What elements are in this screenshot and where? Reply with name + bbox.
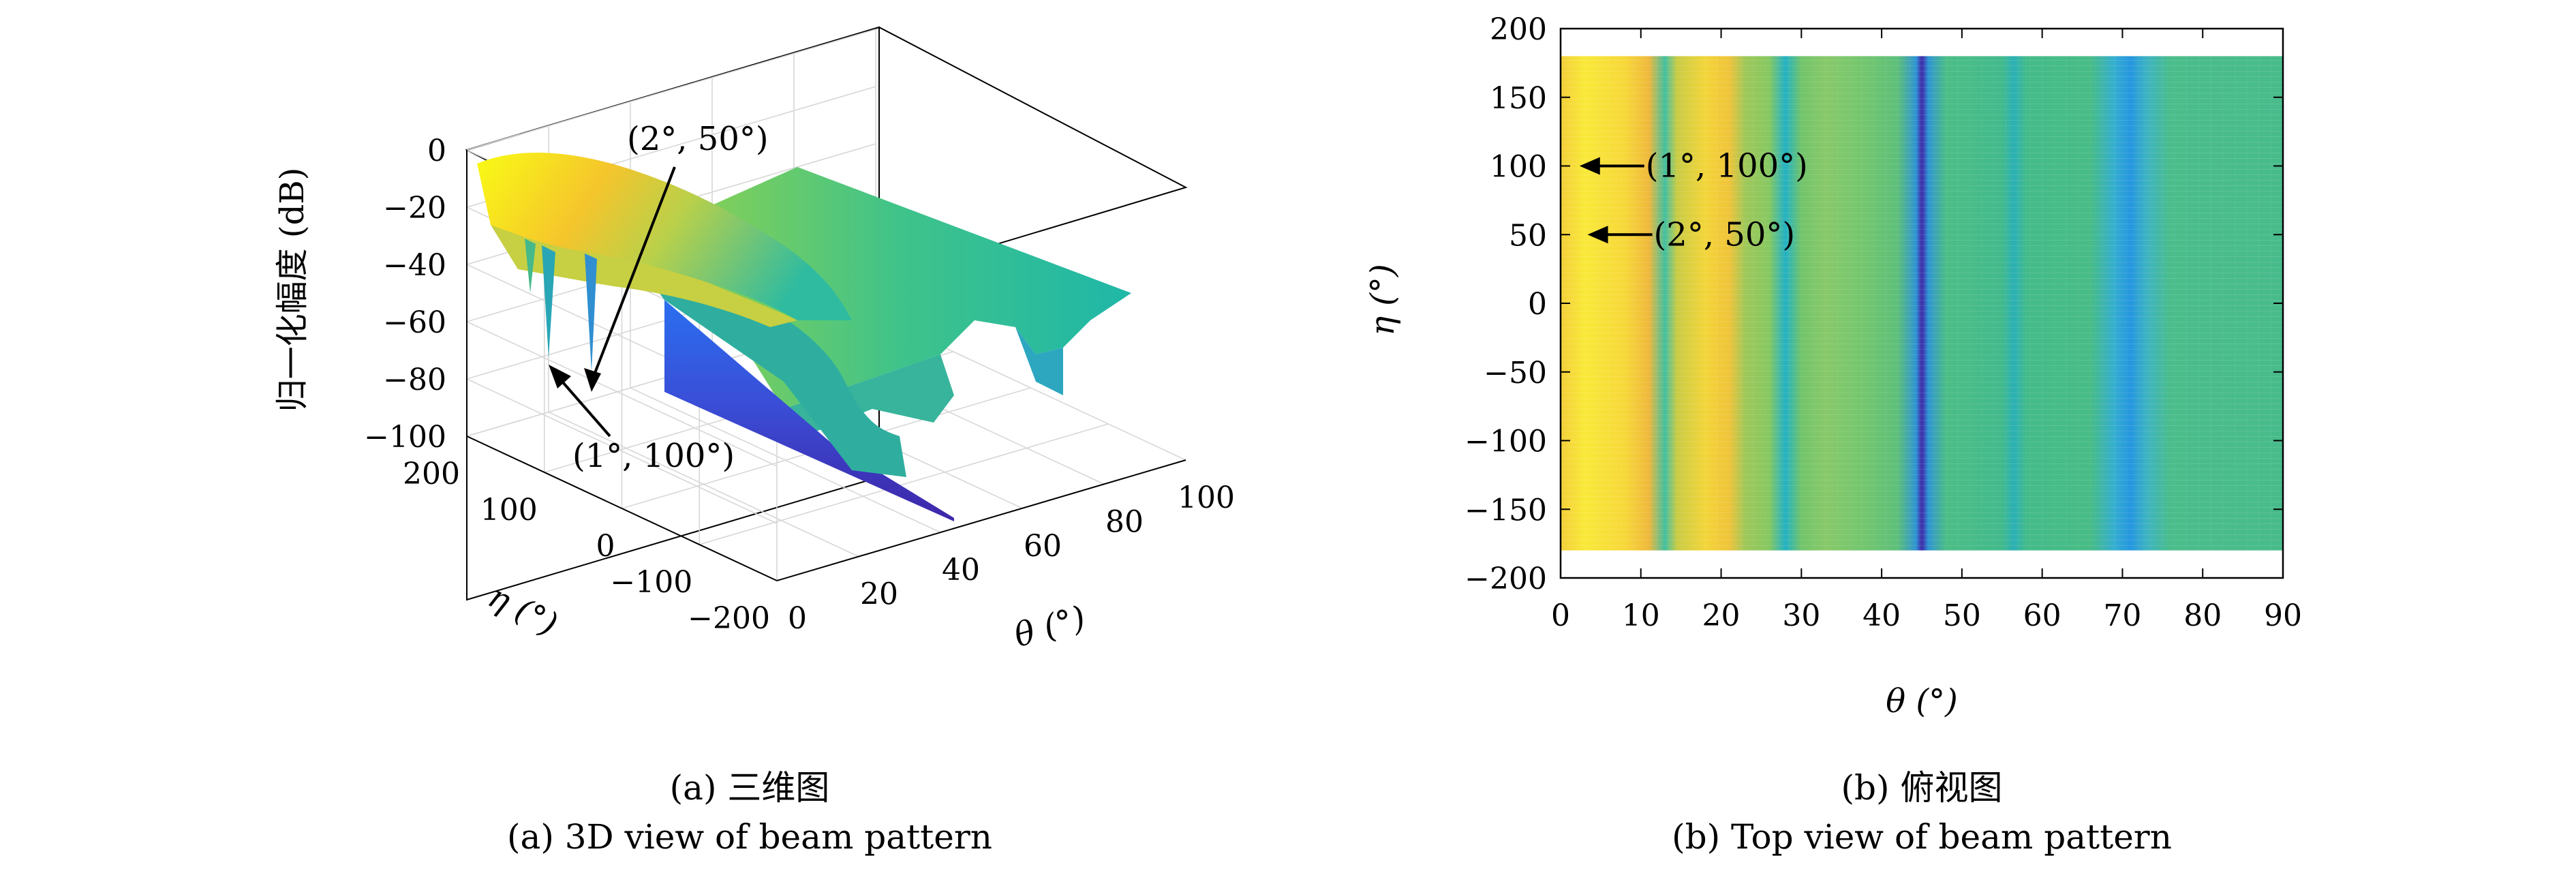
caption-b-cn: (b) 俯视图	[1841, 768, 2003, 808]
annotation-3d-2deg-50deg: (2°, 50°)	[627, 120, 769, 158]
z-axis-label: 归一化幅度 (dB)	[273, 168, 311, 412]
ticks-3d: 0−20−40−60−80−1000204060801002001000−100…	[364, 134, 1235, 636]
z-tick-label: 0	[427, 134, 446, 168]
heatmap-x-tick-label: 70	[2103, 598, 2141, 633]
grid-z-back	[466, 29, 876, 151]
z-tick-label: −100	[364, 420, 446, 455]
heatmap-annotations: (1°, 100°) (2°, 50°)	[1579, 147, 1808, 254]
heatmap-y-tick-label: 100	[1490, 150, 1547, 185]
x-tick-label: 20	[860, 577, 898, 612]
heatmap-annotation-label: (1°, 100°)	[1646, 147, 1808, 185]
heatmap-y-tick-label: 0	[1528, 287, 1547, 322]
surface-front-sheet	[664, 300, 954, 521]
heatmap-y-axis-label: η (°)	[1364, 264, 1402, 335]
surface-shoulder	[491, 225, 797, 327]
x-tick-label: 100	[1178, 480, 1235, 515]
caption-a-cn: (a) 三维图	[670, 768, 830, 808]
z-tick-label: −20	[383, 191, 446, 226]
z-tick-label: −60	[383, 305, 446, 340]
x-tick-label: 0	[788, 601, 807, 636]
heatmap-y-tick-label: −50	[1484, 356, 1547, 391]
y-tick-label: 200	[403, 457, 460, 491]
heatmap-annotation-arrowhead	[1587, 226, 1608, 244]
heatmap-x-tick-label: 90	[2264, 598, 2302, 633]
y-tick-label: −100	[610, 565, 692, 600]
caption-b-en: (b) Top view of beam pattern	[1672, 817, 2172, 857]
heatmap-y-tick-label: 150	[1490, 81, 1547, 116]
annotation-arrowhead-2deg	[584, 368, 601, 392]
x-tick-label: 40	[942, 553, 980, 587]
x-tick-label: 80	[1105, 504, 1144, 539]
y-tick-label: 100	[480, 493, 538, 528]
x-axis-line-3d	[776, 459, 1186, 581]
heatmap-x-tick-label: 30	[1782, 598, 1820, 633]
heatmap-cells	[1561, 56, 2283, 551]
heatmap-y-tick-label: 50	[1509, 218, 1547, 253]
heatmap-mesh-lines	[1561, 56, 2283, 551]
heatmap-annotation-arrowhead	[1579, 157, 1600, 175]
grid-y-floor	[699, 423, 1109, 545]
heatmap-x-tick-label: 50	[1943, 598, 1981, 633]
heatmap-y-tick-label: −200	[1465, 562, 1547, 596]
x-axis-label: θ (°)	[1010, 598, 1090, 655]
panel-a-3d-surface: 0−20−40−60−80−1000204060801002001000−100…	[273, 26, 1235, 857]
ticks-heatmap: 0 10 20 30 40 50 60 70 80 90 200 150 100 50 0 −50 −100 −1…	[1465, 12, 2302, 633]
heatmap-y-tick-label: −150	[1465, 493, 1547, 528]
annotation-arrowhead-1deg	[549, 365, 571, 388]
surface-mid-ridge	[634, 259, 906, 477]
annotation-arrow-2deg	[590, 166, 676, 382]
z-tick-label: −40	[383, 248, 446, 283]
heatmap-x-tick-label: 80	[2183, 598, 2222, 633]
heatmap-x-axis-label: θ (°)	[1886, 682, 1958, 720]
surface-notch-1	[542, 245, 555, 358]
heatmap-x-tick-label: 10	[1622, 598, 1660, 633]
heatmap-y-tick-label: −100	[1465, 425, 1547, 459]
caption-a-en: (a) 3D view of beam pattern	[507, 817, 992, 857]
z-tick-label: −80	[383, 363, 446, 397]
heatmap-annotation-label: (2°, 50°)	[1654, 215, 1796, 254]
y-axis-line-3d	[466, 436, 778, 581]
surface-trough-right	[1015, 327, 1063, 395]
y-tick-label: 0	[596, 529, 615, 564]
surface-notch-3	[525, 239, 536, 293]
heatmap-x-tick-label: 0	[1551, 598, 1570, 633]
annotation-3d-1deg-100deg: (1°, 100°)	[572, 437, 735, 475]
x-tick-label: 60	[1024, 529, 1062, 564]
heatmap-x-tick-label: 40	[1862, 598, 1901, 633]
surface-main-lobe	[477, 152, 852, 320]
heatmap-y-tick-label: 200	[1490, 12, 1547, 47]
beam-surface	[477, 152, 1131, 521]
heatmap-x-tick-label: 20	[1702, 598, 1741, 633]
panel-b-heatmap: 0 10 20 30 40 50 60 70 80 90 200 150 100 50 0 −50 −100 −1…	[1364, 12, 2302, 857]
surface-notch-2	[585, 254, 597, 371]
heatmap-x-tick-label: 60	[2023, 598, 2061, 633]
y-axis-label: η (°)	[482, 577, 564, 644]
y-tick-label: −200	[688, 601, 770, 636]
